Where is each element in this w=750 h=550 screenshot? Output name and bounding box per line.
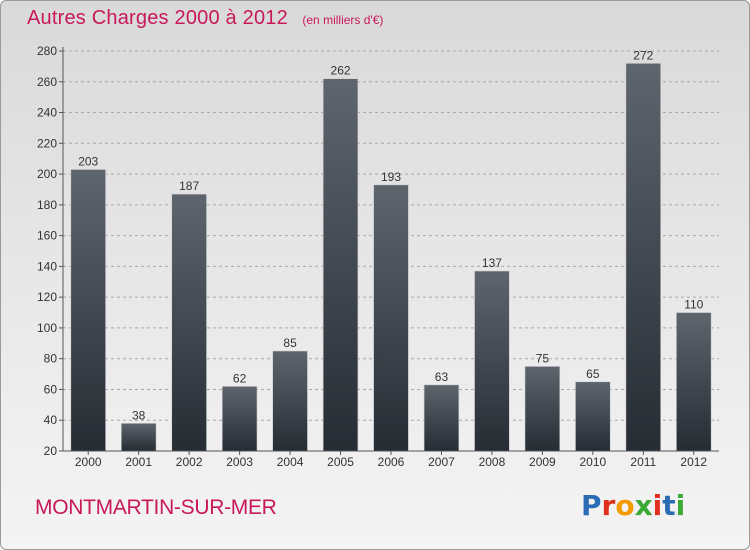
x-tick-label: 2004 xyxy=(277,455,304,469)
y-tick-label: 80 xyxy=(44,352,58,366)
logo-letter: t xyxy=(662,489,676,522)
chart-title: Autres Charges 2000 à 2012 xyxy=(27,7,288,29)
bar-2004 xyxy=(272,350,308,452)
x-tick-label: 2003 xyxy=(226,455,253,469)
logo-letter: P xyxy=(581,489,602,522)
logo-letter: i xyxy=(652,489,663,522)
x-tick-label: 2011 xyxy=(630,455,656,469)
logo-letter: x xyxy=(634,489,653,522)
data-label: 137 xyxy=(482,256,502,270)
x-tick-label: 2009 xyxy=(529,455,556,469)
data-labels: 203 38 187 62 85 262 193 63 137 75 65 272 110 xyxy=(78,48,703,422)
y-tick-label: 60 xyxy=(44,382,58,396)
x-tick-label: 2008 xyxy=(479,455,506,469)
logo-letter: o xyxy=(615,489,635,522)
bar-2005 xyxy=(322,78,359,452)
data-label: 262 xyxy=(331,64,351,78)
logo-letter: i xyxy=(675,489,686,522)
y-tick-label: 20 xyxy=(44,444,58,458)
y-tick-label: 160 xyxy=(37,229,57,243)
y-tick-label: 120 xyxy=(37,290,57,304)
data-label: 75 xyxy=(536,351,550,365)
y-tick-label: 40 xyxy=(44,413,58,427)
bar-2010 xyxy=(575,381,611,452)
proxiti-logo[interactable]: Proxiti xyxy=(581,489,685,522)
y-tick-label: 200 xyxy=(37,167,57,181)
data-label: 110 xyxy=(684,298,703,312)
bar-2006 xyxy=(373,184,409,452)
x-tick-label: 2006 xyxy=(378,455,405,469)
commune-name: MONTMARTIN-SUR-MER xyxy=(35,496,277,519)
x-tick-label: 2005 xyxy=(327,455,354,469)
x-tick-label: 2000 xyxy=(75,455,102,469)
data-label: 65 xyxy=(586,367,600,381)
y-tick-label: 260 xyxy=(37,75,57,89)
data-label: 272 xyxy=(633,48,653,62)
y-tick-label: 140 xyxy=(37,259,57,273)
bar-2002 xyxy=(171,193,207,452)
data-label: 187 xyxy=(179,179,199,193)
x-tick-label: 2001 xyxy=(125,455,152,469)
bars xyxy=(70,63,712,452)
y-tick-label: 180 xyxy=(37,198,57,212)
bar-2008 xyxy=(474,270,510,452)
bar-2009 xyxy=(524,366,561,452)
y-tick-label: 280 xyxy=(37,44,57,58)
y-tick-label: 240 xyxy=(37,106,57,120)
bar-2012 xyxy=(676,312,712,452)
logo-letter: r xyxy=(601,489,616,522)
data-label: 193 xyxy=(381,170,401,184)
data-label: 85 xyxy=(283,336,297,350)
x-tick-label: 2012 xyxy=(680,455,707,469)
chart-subtitle: (en milliers d'€) xyxy=(302,13,384,27)
bar-2003 xyxy=(221,386,258,452)
y-tick-label: 100 xyxy=(37,321,57,335)
title-row: Autres Charges 2000 à 2012 (en milliers … xyxy=(27,7,383,30)
x-tick-label: 2002 xyxy=(176,455,203,469)
data-label: 38 xyxy=(132,408,146,422)
x-tick-label: 2007 xyxy=(428,455,455,469)
bar-2001 xyxy=(120,423,157,452)
data-label: 203 xyxy=(78,154,98,168)
y-tick-label: 220 xyxy=(37,136,57,150)
bar-2007 xyxy=(423,384,460,452)
axes: 20 40 60 80 100 120 140 160 180 200 220 240 260 280 20… xyxy=(37,44,719,469)
data-label: 62 xyxy=(233,371,247,385)
data-label: 63 xyxy=(435,370,449,384)
x-tick-label: 2010 xyxy=(579,455,606,469)
bar-2000 xyxy=(70,169,106,452)
bar-2011 xyxy=(625,63,662,452)
